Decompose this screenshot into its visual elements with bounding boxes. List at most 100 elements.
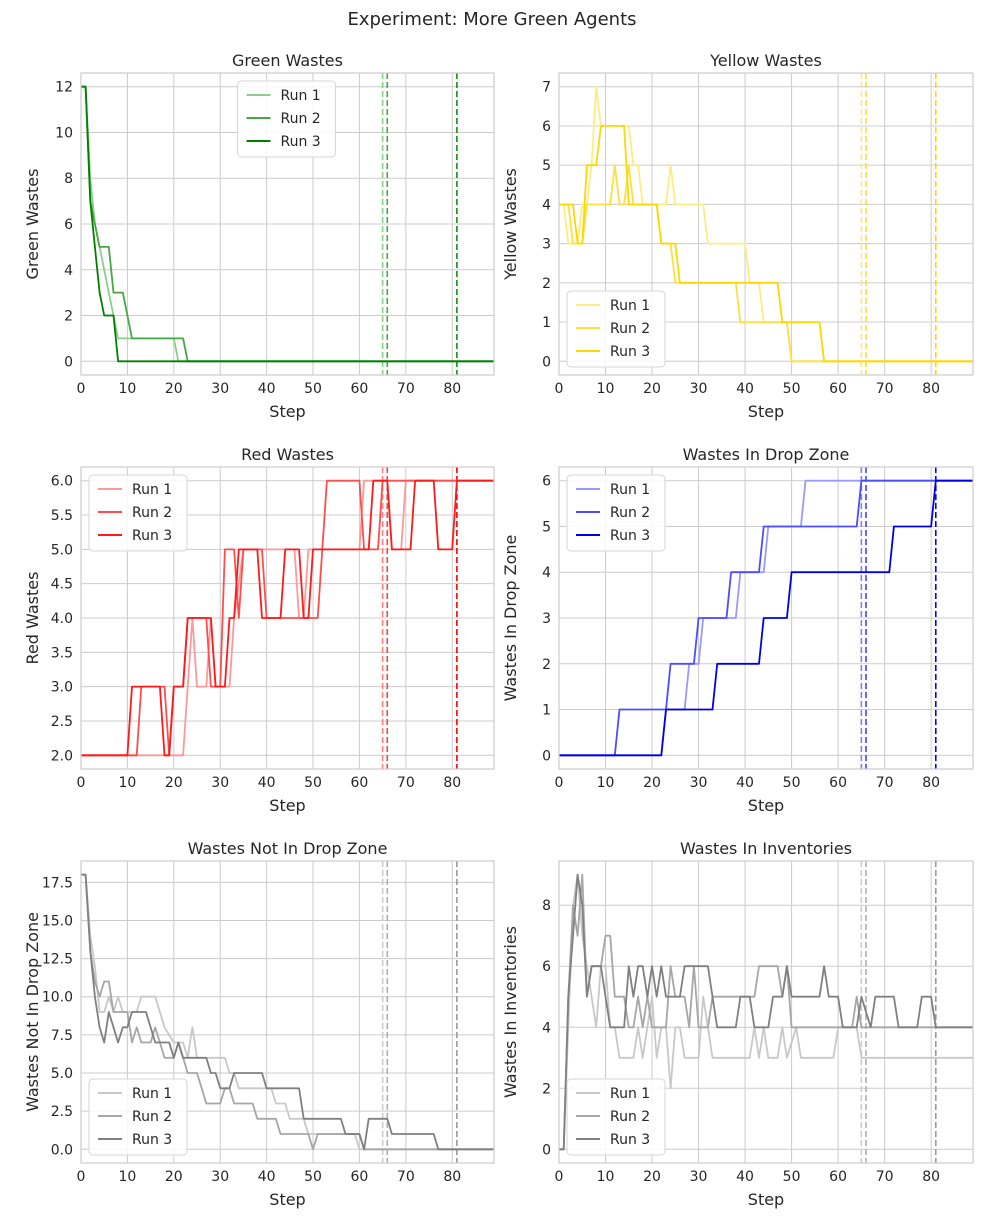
y-tick-label: 5.0 (51, 1066, 73, 1082)
y-tick-label: 5 (542, 158, 551, 174)
y-tick-label: 10 (55, 125, 73, 141)
x-tick-label: 20 (643, 381, 661, 397)
x-tick-label: 40 (258, 1169, 276, 1185)
y-tick-label: 5.5 (51, 508, 73, 524)
x-tick-label: 0 (555, 381, 564, 397)
chart-panel-5: 0 10 20 30 40 50 60 70 80 0.0 2.5 5.0 7.5 10.0 12.5 15.… (23, 839, 495, 1209)
panel-title: Yellow Wastes (709, 51, 822, 70)
y-tick-label: 2 (64, 309, 73, 325)
legend-label-run-2: Run 2 (610, 1109, 650, 1125)
legend-label-run-2: Run 2 (610, 505, 650, 521)
x-tick-label: 60 (351, 1169, 369, 1185)
y-tick-label: 5.0 (51, 542, 73, 558)
x-tick-label: 60 (829, 381, 847, 397)
y-tick-label: 3.5 (51, 645, 73, 661)
panel-title: Wastes In Inventories (680, 839, 852, 858)
x-axis-label: Step (269, 796, 305, 815)
legend-box (237, 80, 336, 158)
legend-label-run-3: Run 3 (610, 344, 650, 360)
x-tick-label: 70 (876, 775, 894, 791)
x-tick-label: 60 (351, 381, 369, 397)
legend-label-run-1: Run 1 (610, 298, 650, 314)
figure-title: Experiment: More Green Agents (347, 9, 636, 30)
x-tick-label: 20 (643, 1169, 661, 1185)
legend: Run 1 Run 2 Run 3 (566, 290, 666, 368)
y-tick-label: 8 (64, 171, 73, 187)
y-tick-label: 5 (542, 519, 551, 535)
y-tick-label: 17.5 (42, 875, 73, 891)
plot-frame (80, 72, 495, 376)
x-tick-label: 80 (922, 381, 940, 397)
series-line-run-1 (559, 873, 973, 1151)
x-tick-label: 40 (736, 381, 754, 397)
series-line-run-1 (81, 873, 494, 1151)
y-tick-label: 6 (542, 119, 551, 135)
y-axis-label: Wastes In Inventories (501, 926, 520, 1098)
x-axis-label: Step (748, 402, 784, 421)
x-tick-label: 80 (922, 775, 940, 791)
series-line-run-3 (559, 479, 973, 757)
y-tick-label: 15.0 (42, 913, 73, 929)
chart-panel-3: 0 10 20 30 40 50 60 70 80 2.0 2.5 3.0 3.5 4.0 4.5 5.0 5.… (23, 445, 495, 815)
legend-label-run-1: Run 1 (281, 88, 321, 104)
plot-frame (80, 466, 495, 770)
legend-label-run-3: Run 3 (132, 528, 172, 544)
x-tick-label: 10 (118, 1169, 136, 1185)
legend-box (566, 1078, 666, 1156)
legend-label-run-2: Run 2 (610, 321, 650, 337)
y-tick-label: 2 (542, 1081, 551, 1097)
y-tick-label: 12.5 (42, 952, 73, 968)
legend: Run 1 Run 2 Run 3 (88, 474, 188, 552)
chart-panel-4: 0 10 20 30 40 50 60 70 80 0 1 2 3 4 5 6 Wastes In Drop Z… (501, 445, 974, 815)
legend: Run 1 Run 2 Run 3 (88, 1078, 188, 1156)
x-tick-label: 10 (118, 381, 136, 397)
y-tick-label: 2.5 (51, 1104, 73, 1120)
y-axis-label: Red Wastes (23, 572, 42, 665)
panel-title: Green Wastes (232, 51, 343, 70)
legend: Run 1 Run 2 Run 3 (237, 80, 336, 158)
y-tick-label: 3 (542, 237, 551, 253)
x-tick-label: 70 (397, 381, 415, 397)
plot-frame (558, 860, 974, 1164)
x-tick-label: 40 (258, 775, 276, 791)
panel-title: Wastes Not In Drop Zone (188, 839, 388, 858)
y-axis-label: Wastes In Drop Zone (501, 535, 520, 702)
y-tick-label: 7.5 (51, 1028, 73, 1044)
x-tick-label: 60 (351, 775, 369, 791)
x-tick-label: 30 (211, 381, 229, 397)
y-tick-label: 6.0 (51, 474, 73, 490)
x-tick-label: 70 (876, 1169, 894, 1185)
x-tick-label: 40 (736, 1169, 754, 1185)
y-tick-label: 2.0 (51, 748, 73, 764)
y-tick-label: 7 (542, 80, 551, 96)
x-tick-label: 50 (783, 1169, 801, 1185)
legend: Run 1 Run 2 Run 3 (566, 474, 666, 552)
legend-label-run-1: Run 1 (610, 1086, 650, 1102)
x-tick-label: 10 (597, 1169, 615, 1185)
y-tick-label: 2 (542, 657, 551, 673)
y-tick-label: 0 (542, 748, 551, 764)
y-tick-label: 3.0 (51, 680, 73, 696)
y-tick-label: 0 (542, 354, 551, 370)
y-tick-label: 6 (542, 959, 551, 975)
chart-panel-6: 0 10 20 30 40 50 60 70 80 0 2 4 6 8 Wastes In Inventor… (501, 839, 974, 1209)
plot-frame (558, 466, 974, 770)
x-tick-label: 40 (258, 381, 276, 397)
y-tick-label: 3 (542, 611, 551, 627)
x-tick-label: 10 (597, 381, 615, 397)
x-tick-label: 60 (829, 775, 847, 791)
y-tick-label: 1 (542, 703, 551, 719)
x-tick-label: 50 (304, 775, 322, 791)
series-line-run-3 (81, 479, 494, 757)
y-tick-label: 4 (542, 197, 551, 213)
x-tick-label: 0 (77, 381, 86, 397)
legend-label-run-2: Run 2 (132, 505, 172, 521)
x-tick-label: 70 (397, 1169, 415, 1185)
legend-label-run-2: Run 2 (132, 1109, 172, 1125)
x-tick-label: 0 (555, 1169, 564, 1185)
y-tick-label: 6 (64, 217, 73, 233)
legend-box (566, 474, 666, 552)
x-tick-label: 0 (77, 1169, 86, 1185)
